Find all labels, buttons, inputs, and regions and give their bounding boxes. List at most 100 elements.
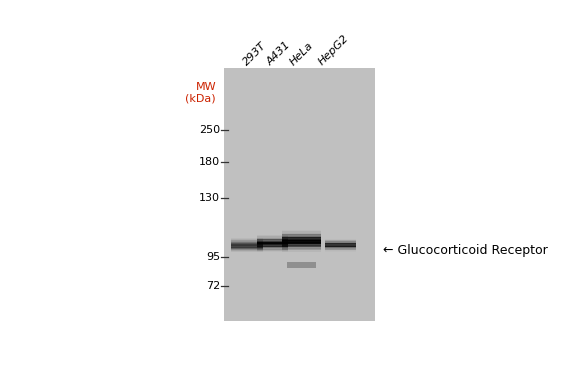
- Bar: [287, 262, 316, 268]
- Bar: [231, 246, 264, 247]
- Bar: [231, 240, 264, 241]
- Text: 293T: 293T: [242, 40, 269, 67]
- Text: 95: 95: [206, 252, 220, 262]
- Bar: [257, 244, 288, 245]
- Text: HeLa: HeLa: [288, 40, 315, 67]
- Bar: [282, 248, 321, 249]
- Bar: [231, 239, 264, 240]
- Bar: [257, 251, 288, 252]
- Bar: [282, 250, 321, 251]
- Bar: [257, 248, 288, 249]
- Text: 72: 72: [206, 280, 220, 291]
- Bar: [325, 246, 356, 247]
- Bar: [231, 238, 264, 239]
- Bar: [257, 241, 288, 242]
- Bar: [282, 230, 321, 231]
- Bar: [231, 243, 264, 244]
- Bar: [257, 237, 288, 238]
- Text: HepG2: HepG2: [317, 33, 351, 67]
- Bar: [325, 251, 356, 252]
- Bar: [282, 242, 321, 243]
- Text: MW
(kDa): MW (kDa): [186, 82, 216, 104]
- Bar: [282, 233, 321, 234]
- Bar: [282, 245, 321, 246]
- Text: 180: 180: [199, 157, 220, 167]
- Bar: [282, 241, 321, 242]
- Bar: [282, 249, 321, 250]
- Text: A431: A431: [265, 39, 293, 67]
- Bar: [231, 249, 264, 250]
- Bar: [282, 247, 321, 248]
- Bar: [282, 231, 321, 232]
- Bar: [257, 238, 288, 239]
- Bar: [282, 234, 321, 235]
- Bar: [231, 251, 264, 252]
- Bar: [282, 232, 321, 233]
- Bar: [282, 246, 321, 247]
- Bar: [325, 250, 356, 251]
- Text: ← Glucocorticoid Receptor: ← Glucocorticoid Receptor: [383, 245, 548, 257]
- Bar: [231, 244, 264, 245]
- Bar: [325, 245, 356, 246]
- Bar: [325, 241, 356, 242]
- Bar: [282, 238, 321, 239]
- Bar: [257, 238, 288, 239]
- Bar: [325, 241, 356, 242]
- Bar: [257, 235, 288, 236]
- Bar: [257, 236, 288, 237]
- Bar: [282, 243, 321, 244]
- Bar: [282, 239, 321, 240]
- Bar: [257, 243, 288, 244]
- Bar: [325, 244, 356, 245]
- Bar: [231, 247, 264, 248]
- Bar: [325, 250, 356, 251]
- Bar: [231, 250, 264, 251]
- Bar: [282, 248, 321, 249]
- Bar: [231, 248, 264, 249]
- Bar: [325, 243, 356, 244]
- Bar: [282, 237, 321, 238]
- Bar: [257, 240, 288, 241]
- Bar: [282, 235, 321, 236]
- Bar: [231, 250, 264, 251]
- Bar: [257, 250, 288, 251]
- Bar: [282, 245, 321, 246]
- Text: 130: 130: [199, 193, 220, 203]
- Bar: [257, 246, 288, 247]
- Text: 250: 250: [199, 125, 220, 135]
- Bar: [257, 240, 288, 242]
- Bar: [282, 240, 321, 241]
- Bar: [325, 242, 356, 243]
- Bar: [257, 239, 288, 240]
- Bar: [257, 249, 288, 250]
- Bar: [231, 248, 264, 249]
- Bar: [257, 243, 288, 244]
- Bar: [325, 247, 356, 248]
- Bar: [231, 239, 264, 240]
- Bar: [282, 237, 321, 239]
- Bar: [257, 246, 288, 247]
- Bar: [325, 244, 356, 245]
- Bar: [282, 236, 321, 237]
- Bar: [282, 244, 321, 245]
- Bar: [224, 68, 375, 321]
- Bar: [282, 251, 321, 252]
- Bar: [257, 242, 288, 243]
- Bar: [257, 239, 288, 240]
- Bar: [325, 243, 356, 244]
- Bar: [325, 248, 356, 249]
- Bar: [231, 241, 264, 242]
- Bar: [231, 246, 264, 247]
- Bar: [282, 251, 321, 253]
- Bar: [257, 247, 288, 248]
- Bar: [231, 252, 264, 253]
- Bar: [231, 242, 264, 243]
- Bar: [282, 231, 321, 232]
- Bar: [325, 240, 356, 241]
- Bar: [257, 242, 288, 243]
- Bar: [325, 249, 356, 250]
- Bar: [257, 245, 288, 246]
- Bar: [325, 239, 356, 240]
- Bar: [282, 234, 321, 235]
- Bar: [325, 247, 356, 248]
